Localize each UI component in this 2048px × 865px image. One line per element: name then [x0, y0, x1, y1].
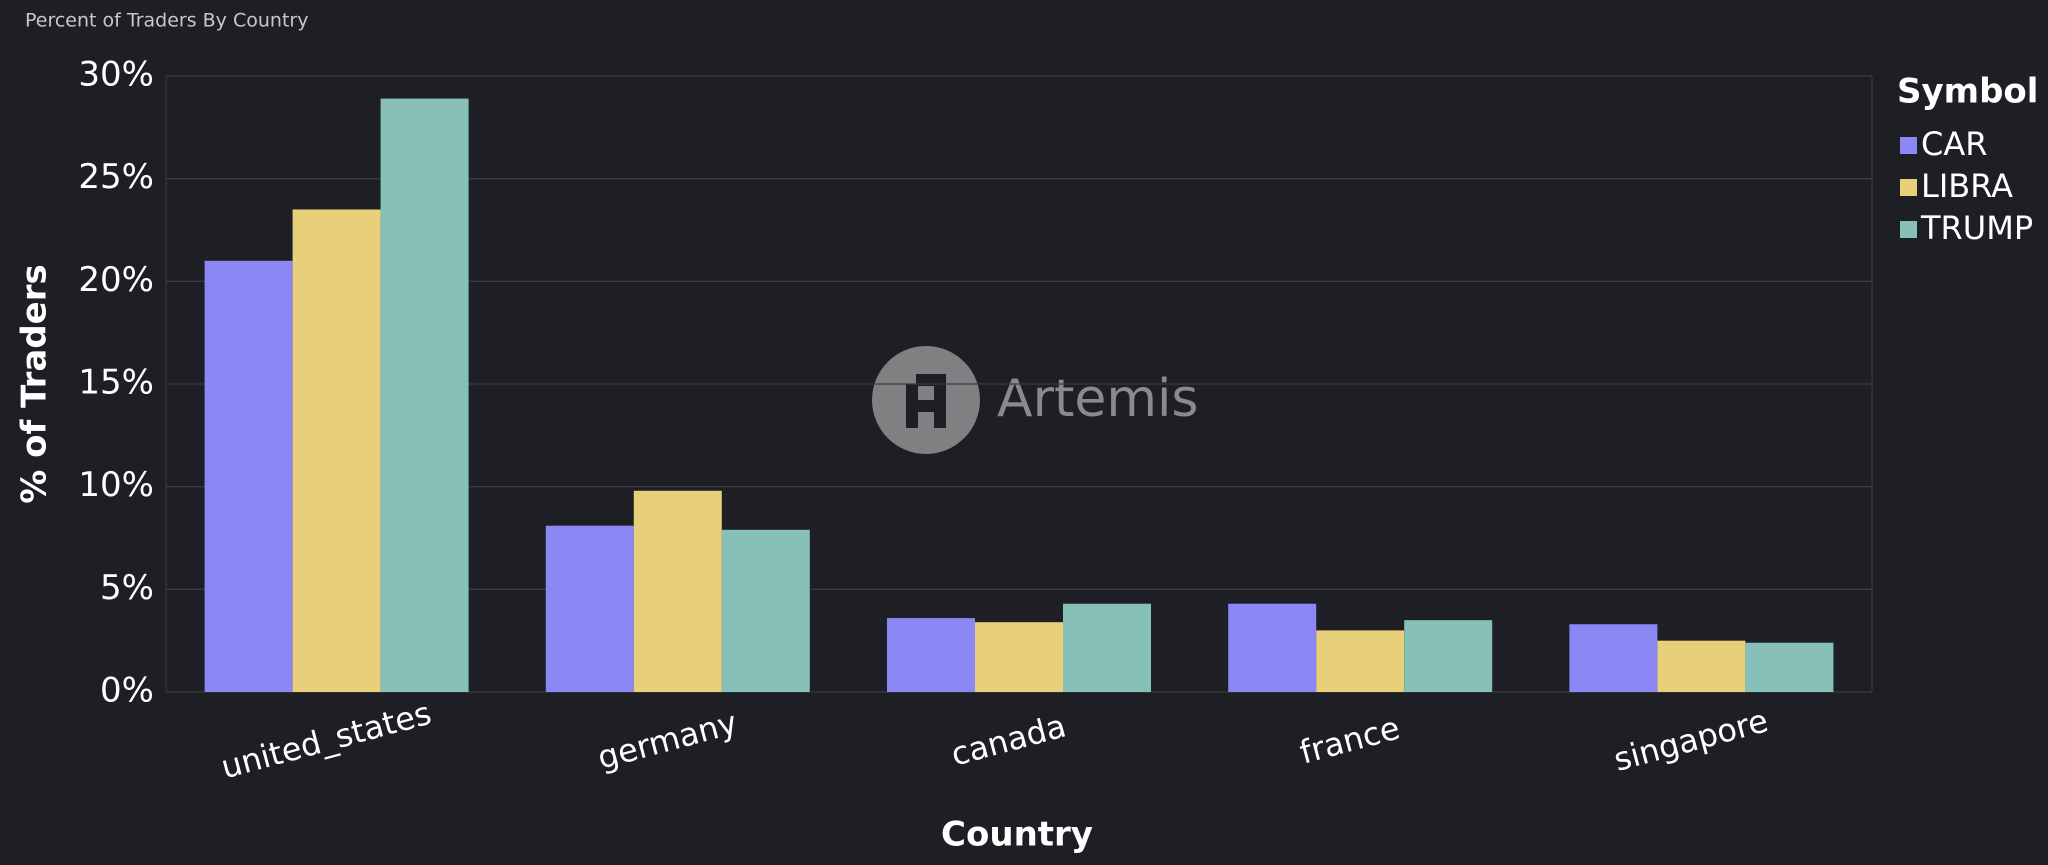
- legend-title: Symbol: [1897, 72, 2038, 112]
- bar: [545, 525, 634, 692]
- y-tick-label: 25%: [78, 157, 154, 197]
- x-tick-label: united_states: [217, 694, 435, 787]
- y-tick-label: 5%: [100, 568, 154, 608]
- bar: [1404, 620, 1493, 692]
- bar: [1316, 630, 1405, 692]
- bar: [1745, 642, 1834, 692]
- y-tick-label: 20%: [78, 260, 154, 300]
- bar: [380, 98, 469, 692]
- bar: [721, 529, 810, 692]
- bar: [1063, 603, 1151, 692]
- bar: [1569, 624, 1658, 692]
- chart-title: Percent of Traders By Country: [25, 10, 308, 32]
- bar: [975, 622, 1063, 692]
- x-tick-label: france: [1296, 709, 1404, 772]
- x-tick-label: canada: [947, 707, 1070, 774]
- legend-swatch: [1900, 221, 1917, 238]
- bar: [204, 260, 293, 692]
- y-axis-title: % of Traders: [15, 264, 55, 503]
- legend-swatch: [1900, 179, 1917, 196]
- legend-label: CAR: [1921, 125, 1987, 163]
- y-tick-label: 30%: [78, 55, 154, 95]
- bar: [633, 490, 722, 692]
- legend-label: TRUMP: [1920, 209, 2033, 247]
- x-axis-title: Country: [941, 815, 1093, 855]
- bar: [1657, 640, 1746, 692]
- y-tick-label: 15%: [78, 363, 154, 403]
- x-tick-label: singapore: [1610, 701, 1772, 779]
- x-tick-label: germany: [593, 703, 741, 777]
- bar: [887, 618, 975, 692]
- y-tick-label: 0%: [100, 671, 154, 711]
- bar: [1228, 603, 1317, 692]
- bar: [292, 209, 381, 692]
- y-tick-label: 10%: [78, 465, 154, 505]
- watermark: Artemis: [997, 369, 1199, 429]
- legend-swatch: [1900, 137, 1917, 154]
- watermark-logo: [872, 346, 980, 454]
- legend-label: LIBRA: [1921, 167, 2013, 205]
